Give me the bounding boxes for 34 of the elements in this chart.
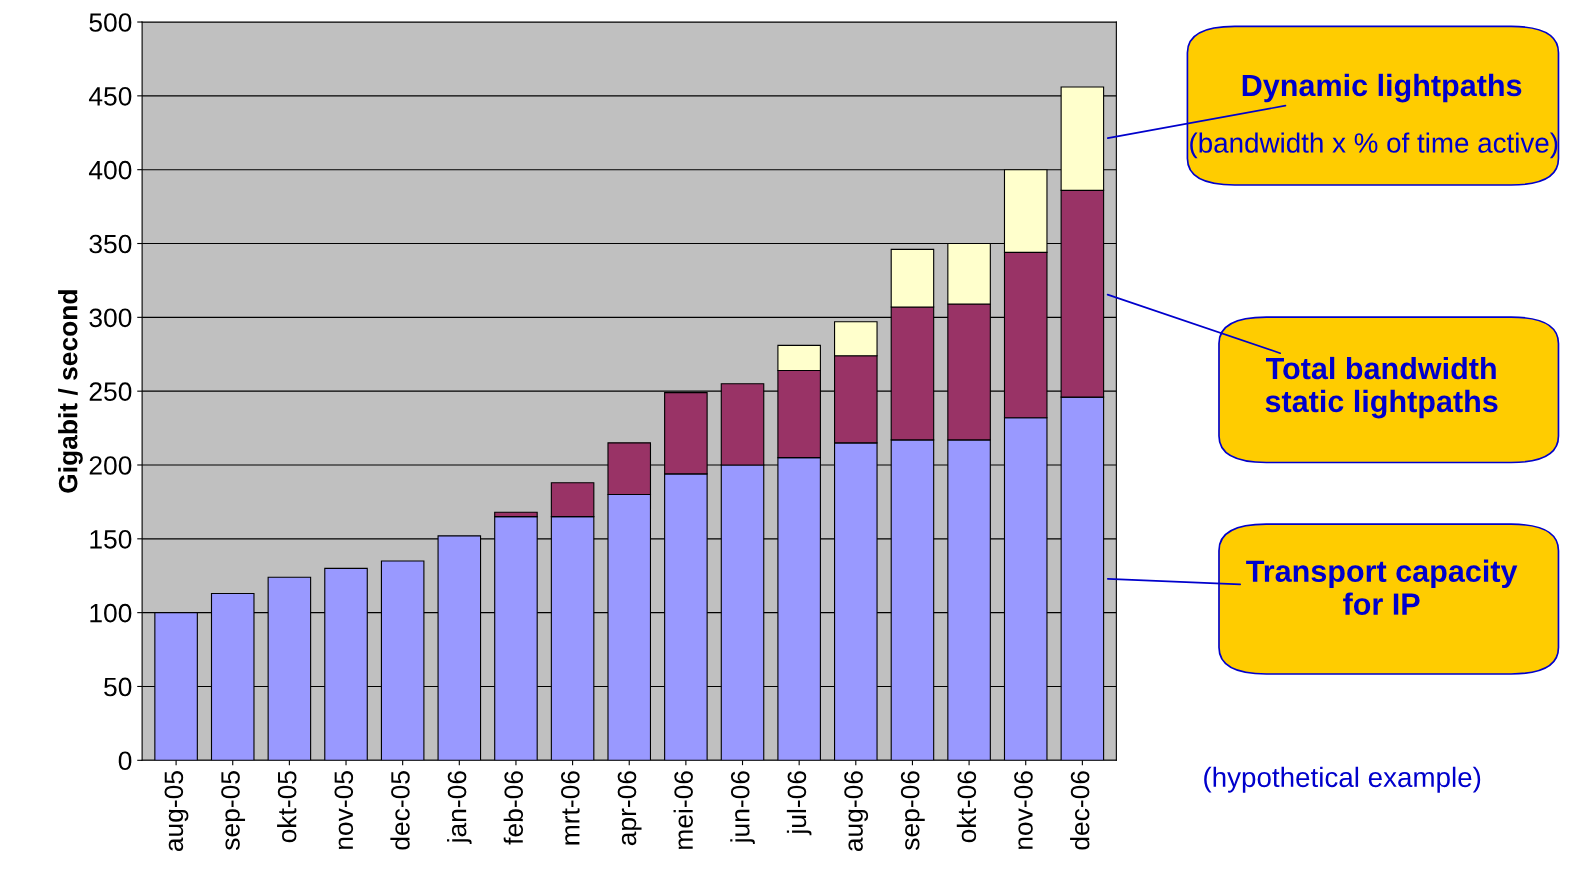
- y-tick-label: 450: [88, 86, 132, 106]
- y-tick-label: 200: [89, 456, 132, 475]
- x-tick-label: sep-05: [221, 771, 246, 850]
- x-tick-label: aug-05: [164, 771, 189, 852]
- x-tick-label: mei-06: [673, 771, 693, 849]
- x-tick-label: jul-06: [786, 771, 812, 836]
- x-tick-label: mrt-06: [560, 771, 580, 845]
- y-tick-label: 300: [89, 308, 132, 328]
- x-tick-label: dec-06: [1070, 771, 1090, 850]
- text: Transport capacity for IP: [1246, 559, 1518, 615]
- y-tick-label: 350: [89, 234, 132, 254]
- y-tick-label: 100: [90, 603, 132, 623]
- text: (hypothetical example): [1204, 766, 1481, 793]
- x-tick-label: jan-06: [447, 771, 472, 845]
- x-tick-label: okt-06: [956, 771, 977, 843]
- y-tick-label: 500: [89, 13, 132, 32]
- y-tick-label: 50: [104, 677, 132, 697]
- x-tick-label: nov-05: [334, 771, 354, 849]
- x-tick-label: feb-06: [503, 771, 524, 845]
- x-tick-label: apr-06: [617, 771, 642, 846]
- text: (bandwidth x % of time active): [1190, 132, 1558, 159]
- x-tick-label: sep-06: [900, 771, 925, 850]
- x-tick-label: dec-05: [390, 771, 410, 850]
- text: Total bandwidth static lightpaths: [1265, 356, 1498, 419]
- y-axis-title: Gigabit / second: [58, 290, 83, 493]
- y-tick-label: 400: [88, 160, 132, 180]
- y-tick-label: 250: [89, 382, 132, 401]
- x-tick-label: jun-06: [730, 771, 755, 845]
- x-tick-label: nov-06: [1014, 771, 1033, 849]
- x-tick-label: okt-05: [277, 771, 297, 843]
- x-tick-label: aug-06: [844, 771, 869, 852]
- y-tick-label: 0: [118, 751, 132, 771]
- y-tick-label: 150: [90, 529, 132, 549]
- text: Dynamic lightpaths: [1242, 73, 1522, 103]
